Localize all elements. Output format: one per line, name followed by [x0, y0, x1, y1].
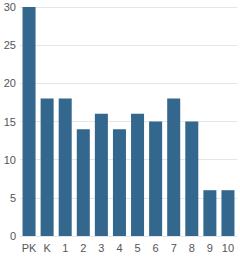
svg-text:8: 8	[189, 242, 195, 254]
svg-text:5: 5	[134, 242, 140, 254]
svg-text:3: 3	[98, 242, 104, 254]
svg-text:1: 1	[62, 242, 68, 254]
svg-text:4: 4	[116, 242, 122, 254]
svg-text:PK: PK	[22, 242, 37, 254]
svg-text:15: 15	[4, 116, 16, 128]
svg-text:7: 7	[171, 242, 177, 254]
svg-text:10: 10	[222, 242, 234, 254]
svg-text:10: 10	[4, 154, 16, 166]
svg-text:K: K	[43, 242, 51, 254]
svg-text:6: 6	[153, 242, 159, 254]
svg-text:30: 30	[4, 1, 16, 13]
svg-text:20: 20	[4, 77, 16, 89]
svg-text:25: 25	[4, 39, 16, 51]
svg-text:9: 9	[207, 242, 213, 254]
svg-text:2: 2	[80, 242, 86, 254]
svg-text:0: 0	[10, 230, 16, 242]
svg-text:5: 5	[10, 192, 16, 204]
